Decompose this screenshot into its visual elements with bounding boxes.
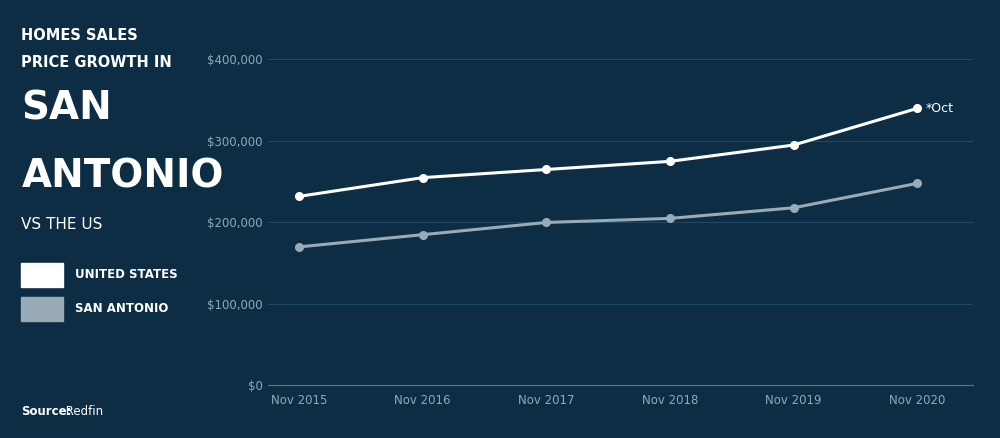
Text: ANTONIO: ANTONIO <box>21 158 224 196</box>
Text: *Oct: *Oct <box>926 102 954 115</box>
Text: UNITED STATES: UNITED STATES <box>75 268 178 281</box>
Text: Redfin: Redfin <box>62 405 103 418</box>
Text: SAN ANTONIO: SAN ANTONIO <box>75 302 168 315</box>
Bar <box>21 263 63 287</box>
Text: VS THE US: VS THE US <box>21 217 103 232</box>
Text: SAN: SAN <box>21 90 112 128</box>
Bar <box>21 297 63 321</box>
Text: PRICE GROWTH IN: PRICE GROWTH IN <box>21 55 172 70</box>
Text: Source:: Source: <box>21 405 72 418</box>
Text: HOMES SALES: HOMES SALES <box>21 28 138 43</box>
